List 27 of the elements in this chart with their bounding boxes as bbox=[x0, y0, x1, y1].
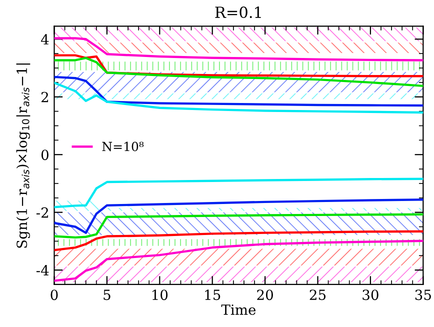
line-series bbox=[54, 54, 424, 78]
x-axis-title: Time bbox=[221, 304, 256, 315]
line-series bbox=[54, 56, 424, 88]
y-tick-label: 2 bbox=[41, 92, 48, 102]
line-series bbox=[54, 240, 424, 282]
y-tick-label: -2 bbox=[36, 207, 48, 218]
x-tick-label: 35 bbox=[415, 290, 431, 300]
x-tick-label: 5 bbox=[104, 290, 110, 300]
line-series bbox=[54, 230, 424, 252]
line-series bbox=[54, 198, 424, 234]
y-tick-label: -4 bbox=[36, 265, 49, 276]
line-series bbox=[54, 178, 424, 208]
line-series bbox=[54, 37, 424, 62]
y-axis-title: Sgn(1−r$_{axis}$)×log$_{10}$|r$_{axis}$−1| bbox=[16, 64, 30, 248]
legend-label: N=10⁸ bbox=[102, 142, 144, 152]
x-tick-label: 30 bbox=[362, 290, 378, 300]
x-tick-label: 10 bbox=[152, 290, 168, 300]
line-series bbox=[54, 76, 424, 107]
line-series bbox=[54, 82, 424, 114]
y-tick-label: 4 bbox=[40, 34, 49, 44]
chart-title: R=0.1 bbox=[215, 6, 261, 18]
x-tick-label: 15 bbox=[205, 290, 220, 300]
x-tick-label: 20 bbox=[257, 290, 273, 300]
line-series bbox=[54, 213, 424, 239]
y-tick-label: 0 bbox=[41, 150, 48, 160]
x-tick-label: 25 bbox=[310, 290, 326, 300]
x-tick-label: 0 bbox=[50, 290, 58, 300]
